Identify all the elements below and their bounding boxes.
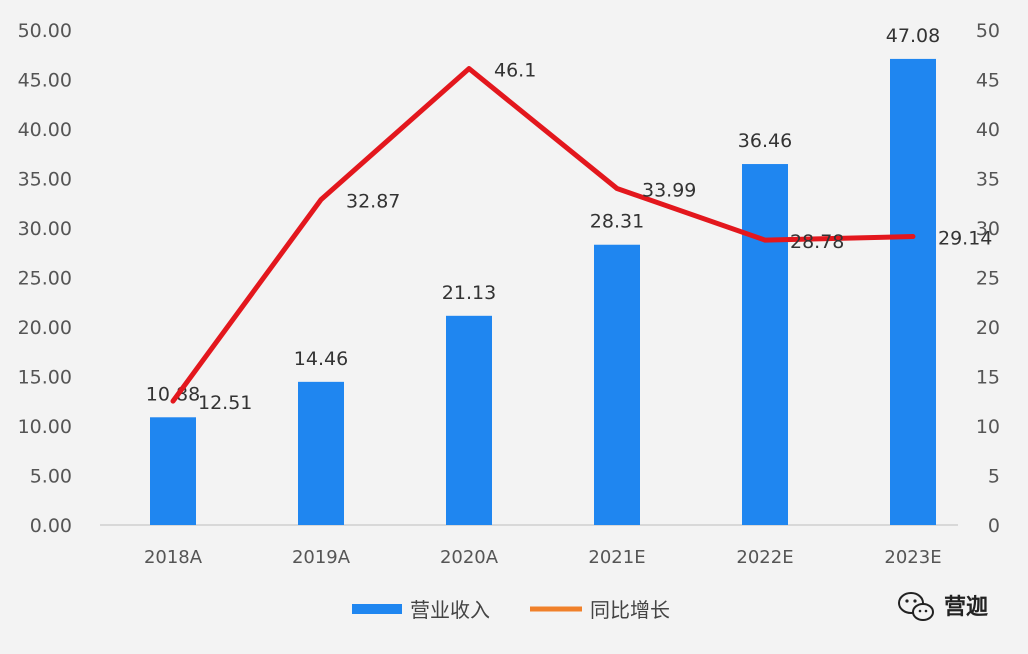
y-right-tick-label: 25 — [976, 268, 1000, 290]
bar-data-label: 14.46 — [294, 348, 348, 370]
wechat-icon — [898, 592, 934, 621]
x-tick-label: 2023E — [884, 547, 941, 568]
line-data-label: 28.78 — [790, 231, 844, 253]
x-tick-label: 2022E — [736, 547, 793, 568]
y-right-tick-label: 30 — [976, 218, 1000, 240]
y-left-tick-label: 25.00 — [18, 268, 72, 290]
y-right-tick-label: 45 — [976, 70, 1000, 92]
line-data-label: 29.14 — [938, 228, 992, 250]
watermark-text: 营迦 — [944, 595, 988, 620]
y-right-tick-label: 40 — [976, 119, 1000, 141]
legend: 营业收入 同比增长 — [352, 598, 670, 622]
y-axis-left: 0.00 5.00 10.00 15.00 20.00 25.00 30.00 35.00 40… — [18, 20, 72, 537]
y-left-tick-label: 30.00 — [18, 218, 72, 240]
bar-data-label: 21.13 — [442, 282, 496, 304]
x-tick-label: 2018A — [144, 547, 203, 568]
y-right-tick-label: 15 — [976, 367, 1000, 389]
x-tick-label: 2019A — [292, 547, 351, 568]
line-data-label: 32.87 — [346, 191, 400, 213]
bar-data-label: 47.08 — [886, 25, 940, 47]
y-left-tick-label: 20.00 — [18, 317, 72, 339]
y-right-tick-label: 50 — [976, 20, 1000, 42]
bar-data-labels: 10.88 14.46 21.13 28.31 36.46 47.08 — [146, 25, 940, 405]
bar — [594, 244, 640, 525]
bar — [446, 315, 492, 525]
legend-label-bar: 营业收入 — [410, 598, 490, 622]
watermark: 营迦 — [898, 592, 988, 621]
bar-data-label: 10.88 — [146, 383, 200, 405]
bar — [150, 417, 196, 525]
bar — [742, 164, 788, 525]
legend-swatch-bar — [352, 604, 402, 614]
y-right-tick-label: 0 — [988, 515, 1000, 537]
y-left-tick-label: 10.00 — [18, 416, 72, 438]
series-line — [170, 66, 916, 404]
y-left-tick-label: 45.00 — [18, 70, 72, 92]
y-right-tick-label: 35 — [976, 169, 1000, 191]
bar — [890, 58, 936, 526]
y-left-tick-label: 5.00 — [30, 466, 72, 488]
x-tick-label: 2020A — [440, 547, 499, 568]
line-data-labels: 12.51 32.87 46.1 33.99 28.78 29.14 — [198, 60, 992, 415]
y-right-tick-label: 10 — [976, 416, 1000, 438]
bar-series — [150, 58, 936, 526]
y-right-tick-label: 20 — [976, 317, 1000, 339]
y-left-tick-label: 50.00 — [18, 20, 72, 42]
bar-data-label: 28.31 — [590, 211, 644, 233]
y-axis-right: 0 5 10 15 20 25 30 35 40 45 50 — [976, 20, 1000, 537]
bar-data-label: 36.46 — [738, 130, 792, 152]
line-series — [170, 66, 916, 404]
legend-label-line: 同比增长 — [590, 598, 670, 622]
y-left-tick-label: 15.00 — [18, 367, 72, 389]
y-right-tick-label: 5 — [988, 466, 1000, 488]
y-left-tick-label: 40.00 — [18, 119, 72, 141]
y-left-tick-label: 35.00 — [18, 169, 72, 191]
line-data-label: 46.1 — [494, 60, 536, 82]
x-axis: 2018A 2019A 2020A 2021E 2022E 2023E — [144, 547, 942, 568]
y-left-tick-label: 0.00 — [30, 515, 72, 537]
bar — [298, 381, 344, 525]
x-tick-label: 2021E — [588, 547, 645, 568]
line-data-label: 33.99 — [642, 179, 696, 201]
line-data-label: 12.51 — [198, 392, 252, 414]
